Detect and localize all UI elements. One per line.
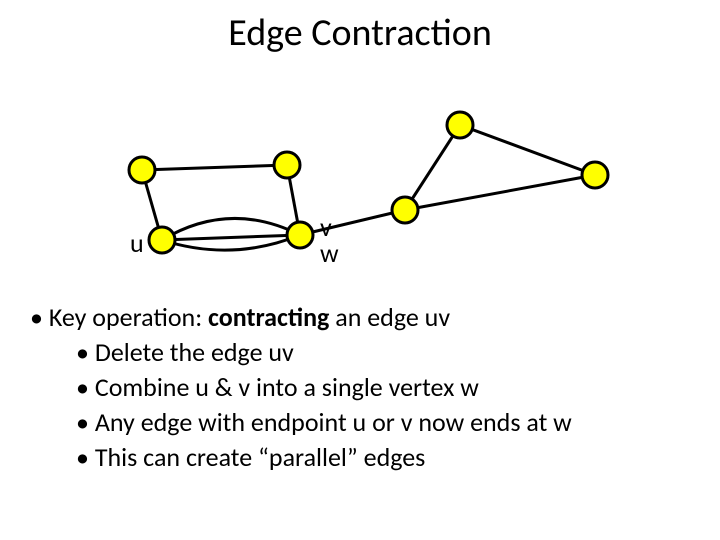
bullet-list: Key operation: contracting an edge uv De… [30, 300, 700, 475]
graph-edge [405, 175, 595, 210]
graph-edge [162, 235, 300, 240]
graph-node [129, 157, 155, 183]
bullet-main-pre: Key operation: [49, 301, 208, 333]
bullet-sub: Delete the edge uv [30, 335, 700, 370]
bullet-sub-text: Delete the edge uv [95, 336, 294, 368]
bullet-main-bold: contracting [208, 301, 329, 333]
bullet-sub: This can create “parallel” edges [30, 440, 700, 475]
graph-node [392, 197, 418, 223]
bullet-sub: Combine u & v into a single vertex w [30, 370, 700, 405]
graph-edge [142, 165, 287, 170]
graph-node [447, 112, 473, 138]
node-label: u [130, 227, 144, 259]
graph-edge [300, 210, 405, 235]
node-label: w [320, 237, 339, 269]
graph-edge [460, 125, 595, 175]
graph-diagram: uvw [0, 70, 720, 280]
bullet-main: Key operation: contracting an edge uv [30, 300, 700, 335]
bullet-sub-text: Combine u & v into a single vertex w [95, 371, 479, 403]
bullet-sub-text: This can create “parallel” edges [95, 441, 426, 473]
bullet-sub-text: Any edge with endpoint u or v now ends a… [95, 406, 572, 438]
graph-node [274, 152, 300, 178]
bullet-sub: Any edge with endpoint u or v now ends a… [30, 405, 700, 440]
graph-node [287, 222, 313, 248]
graph-node [149, 227, 175, 253]
page-title: Edge Contraction [0, 10, 720, 56]
graph-edge [405, 125, 460, 210]
graph-svg [0, 70, 720, 280]
graph-node [582, 162, 608, 188]
bullet-main-post: an edge uv [329, 301, 450, 333]
